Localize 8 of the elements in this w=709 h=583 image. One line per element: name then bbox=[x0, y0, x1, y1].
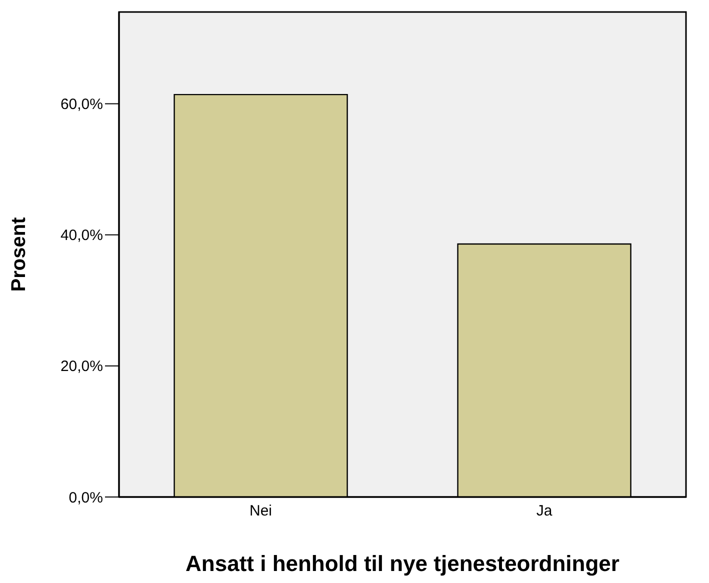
x-tick-label: Ja bbox=[536, 502, 553, 520]
y-tick-label: 60,0% bbox=[60, 96, 103, 114]
x-axis-title: Ansatt i henhold til nye tjenesteordninger bbox=[186, 551, 620, 576]
y-tick-label: 40,0% bbox=[60, 227, 103, 244]
x-tick-label: Nei bbox=[249, 502, 272, 520]
y-tick-label: 0,0% bbox=[68, 489, 103, 506]
y-axis-title: Prosent bbox=[8, 216, 30, 292]
y-tick-label: 20,0% bbox=[60, 358, 103, 376]
